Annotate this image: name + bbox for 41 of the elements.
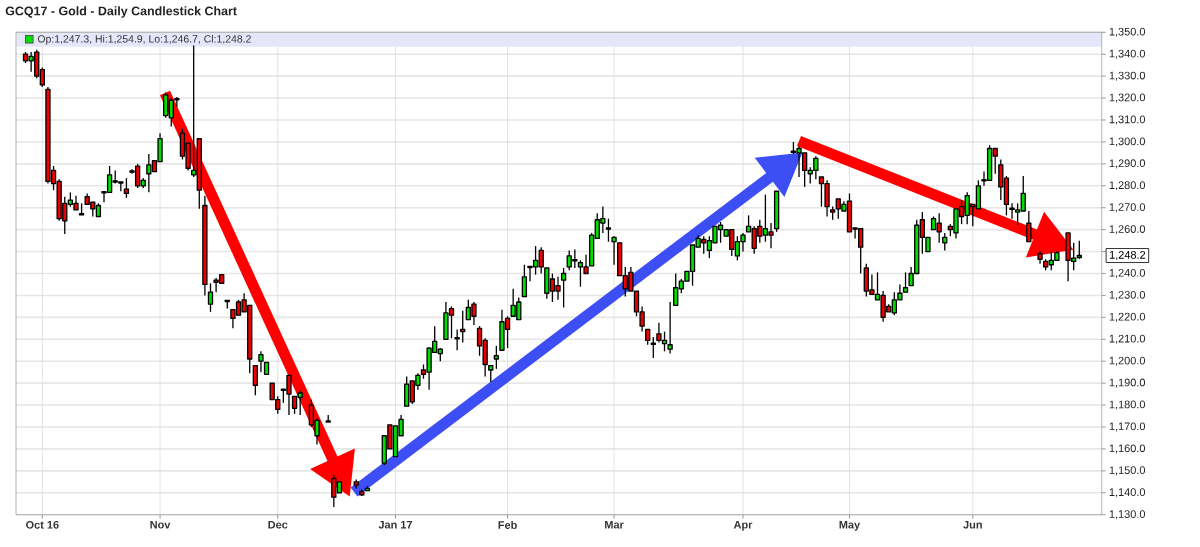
x-tick-label: Jan 17 (378, 520, 413, 529)
y-tick-label: 1,280.0 (1109, 181, 1146, 191)
candlestick (667, 301, 673, 355)
x-tick-label: Feb (498, 520, 517, 529)
y-tick-label: 1,340.0 (1109, 49, 1146, 59)
y-tick-label: 1,210.0 (1109, 334, 1146, 344)
y-tick-label: 1,350.0 (1109, 27, 1146, 37)
y-tick-label: 1,300.0 (1109, 137, 1146, 147)
text: 1,248.2 (1109, 251, 1146, 261)
y-tick-label: 1,330.0 (1109, 71, 1146, 81)
y-tick-label: 1,190.0 (1109, 378, 1146, 388)
x-tick-label: Dec (268, 520, 288, 529)
y-tick-label: 1,290.0 (1109, 159, 1146, 169)
x-tick-label: Nov (150, 520, 171, 529)
annotation: Op:1,247.3, Hi:1,254.9, Lo:1,246.7, Cl:1,248.2 (37, 34, 251, 45)
y-tick-label: 1,200.0 (1109, 356, 1146, 366)
y-tick-label: 1,220.0 (1109, 312, 1146, 322)
y-tick-label: 1,130.0 (1109, 510, 1146, 520)
candlestick (202, 195, 208, 297)
y-tick-label: 1,170.0 (1109, 422, 1146, 432)
candlestick (454, 328, 460, 351)
y-tick-label: 1,270.0 (1109, 203, 1146, 213)
candlestick (263, 361, 270, 376)
candlestick (258, 350, 264, 373)
y-tick-label: 1,180.0 (1109, 400, 1146, 410)
x-tick-label: May (839, 520, 861, 531)
y-tick-label: 1,160.0 (1109, 444, 1146, 454)
x-tick-label: Jun (963, 520, 982, 529)
y-tick-label: 1,150.0 (1109, 466, 1146, 476)
x-tick-label: Mar (605, 520, 624, 529)
y-tick-label: 1,260.0 (1109, 225, 1146, 235)
y-tick-label: 1,320.0 (1109, 93, 1146, 103)
y-tick-label: 1,310.0 (1109, 115, 1146, 125)
y-tick-label: 1,240.0 (1109, 268, 1146, 279)
x-tick-label: Oct 16 (26, 520, 59, 529)
candlestick (174, 96, 180, 108)
candlestick (611, 236, 617, 266)
x-tick-label: Apr (733, 520, 753, 531)
y-tick-label: 1,140.0 (1109, 488, 1146, 498)
y-tick-label: 1,230.0 (1109, 290, 1146, 300)
chart-title: GCQ17 - Gold - Daily Candlestick Chart (5, 6, 237, 18)
